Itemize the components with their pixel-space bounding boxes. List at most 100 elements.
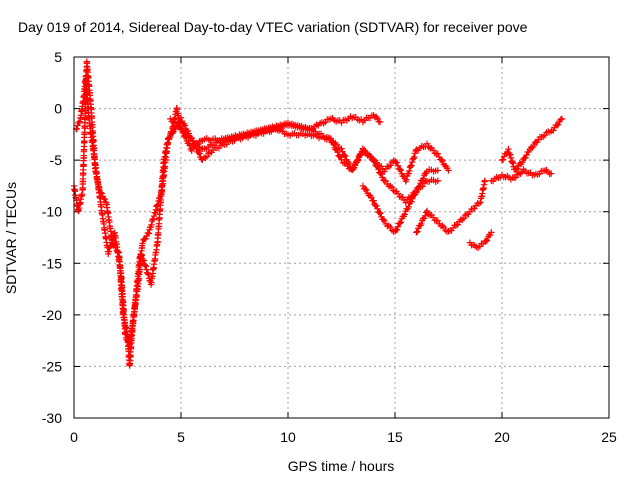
data-point [148, 221, 155, 229]
trace-pass-c [167, 115, 441, 206]
trace-pass-d [359, 166, 441, 235]
data-point [350, 164, 358, 171]
data-point [514, 171, 521, 178]
data-point [438, 156, 445, 163]
x-tick-label: 15 [387, 429, 403, 445]
data-point [388, 184, 396, 191]
data-point [430, 214, 437, 221]
chart-title: Day 019 of 2014, Sidereal Day-to-day VTE… [18, 19, 528, 35]
data-point [357, 151, 365, 158]
data-point [375, 166, 382, 173]
data-point [76, 118, 83, 125]
data-point [365, 151, 373, 158]
data-point [362, 185, 369, 193]
data-point [515, 169, 523, 177]
data-point [423, 140, 431, 147]
data-point [509, 159, 517, 167]
data-point [557, 116, 564, 123]
grid [74, 57, 609, 418]
data-point [512, 174, 519, 181]
data-point [152, 209, 159, 217]
data-point [499, 156, 507, 163]
y-tick-label: -30 [42, 410, 62, 426]
data-point [394, 223, 402, 230]
data-point [523, 151, 530, 159]
data-point [387, 223, 394, 231]
data-point [154, 202, 161, 209]
y-tick-label: -15 [42, 255, 62, 271]
data-point [188, 147, 195, 155]
data-point [145, 271, 152, 278]
data-point [460, 215, 467, 222]
trace-pass-e [413, 177, 489, 236]
data-point [407, 162, 414, 170]
data-point [142, 235, 149, 242]
data-point [402, 199, 409, 206]
data-point [421, 212, 429, 220]
data-point [154, 201, 162, 208]
data-point [339, 148, 346, 155]
data-point [196, 144, 203, 152]
data-point [122, 331, 129, 338]
data-point [507, 154, 515, 162]
data-point [393, 226, 401, 233]
data-point [152, 206, 160, 214]
data-point [416, 183, 423, 190]
data-point [417, 222, 424, 229]
data-point [423, 207, 431, 215]
data-point [363, 186, 370, 194]
data-point [177, 125, 185, 132]
y-axis-label: SDTVAR / TECUs [3, 182, 19, 294]
data-point [408, 158, 416, 166]
data-point [170, 118, 177, 125]
data-point [408, 162, 415, 169]
data-point [415, 184, 422, 191]
data-point [399, 194, 406, 201]
data-point [394, 162, 402, 169]
data-point [411, 153, 418, 161]
data-point [196, 150, 203, 157]
data-point [203, 153, 211, 160]
data-point [394, 190, 402, 197]
data-point [108, 239, 115, 246]
data-point [452, 222, 460, 229]
y-tick-label: 0 [54, 101, 62, 117]
data-point [193, 140, 200, 147]
plot-frame [73, 56, 610, 419]
x-axis-label: GPS time / hours [288, 458, 395, 474]
data-point [364, 150, 371, 158]
data-point [440, 223, 448, 231]
x-tick-label: 20 [494, 429, 510, 445]
data-point [376, 118, 384, 126]
data-point [342, 160, 350, 167]
data-point [439, 157, 446, 165]
data-point [514, 165, 521, 172]
data-point [410, 155, 417, 162]
data-point [205, 150, 212, 157]
data-point [445, 228, 452, 235]
data-point [382, 177, 390, 185]
data-point [101, 195, 109, 203]
y-tick-label: -20 [42, 307, 62, 323]
data-point [334, 148, 341, 156]
data-point [414, 228, 421, 235]
data-point [397, 219, 405, 226]
data-point [529, 144, 536, 151]
data-point [425, 211, 432, 218]
data-point [75, 119, 83, 127]
data-point [381, 217, 388, 225]
data-point [354, 156, 362, 163]
data-point [405, 203, 412, 211]
data-point [548, 170, 555, 177]
data-point [509, 158, 516, 166]
y-tick-label: -10 [42, 204, 62, 220]
data-point [181, 122, 189, 129]
data-point [403, 176, 410, 183]
data-point [374, 205, 381, 212]
data-point [195, 148, 202, 156]
x-tick-label: 0 [70, 429, 78, 445]
data-point [555, 121, 562, 128]
data-point [550, 127, 557, 134]
data-point [372, 113, 380, 121]
data-point [475, 200, 483, 207]
